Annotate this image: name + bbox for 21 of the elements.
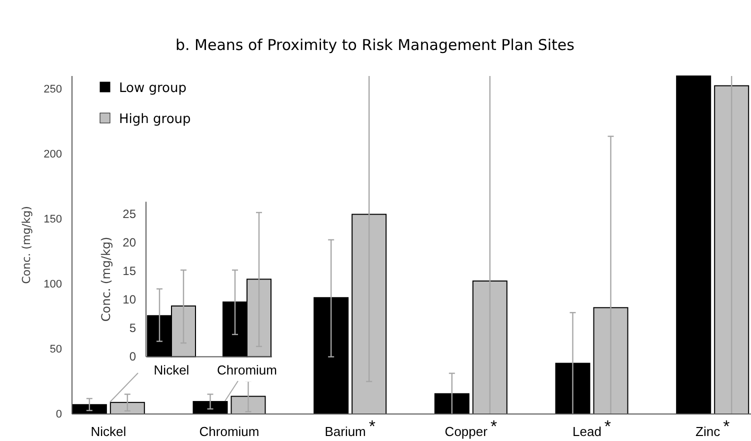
y-tick-label: 100 — [44, 278, 62, 291]
y-tick-label: 50 — [50, 344, 62, 356]
x-tick-label: Chromium — [199, 424, 260, 439]
y-tick-label: 5 — [129, 321, 136, 336]
y-tick-label: 0 — [129, 350, 136, 364]
x-tick-label: Chromium — [217, 362, 277, 378]
y-tick-label: 20 — [122, 236, 136, 250]
y-axis-title: Conc. (mg/kg) — [99, 236, 113, 322]
y-axis-title: Conc. (mg/kg) — [20, 206, 33, 284]
y-tick-label: 15 — [122, 264, 136, 278]
y-tick-label: 200 — [44, 148, 62, 161]
y-tick-label: 150 — [44, 214, 62, 226]
chart-title: b. Means of Proximity to Risk Management Plan Sites — [176, 36, 575, 54]
legend-label: High group — [119, 112, 191, 127]
y-tick-label: 10 — [122, 292, 136, 307]
y-tick-label: 25 — [122, 207, 136, 222]
x-tick-label: Nickel — [90, 424, 126, 439]
y-tick-label: 0 — [56, 408, 62, 421]
y-tick-label: 250 — [44, 84, 62, 96]
legend-label: Low group — [119, 81, 186, 96]
x-tick-label: Nickel — [154, 362, 190, 378]
